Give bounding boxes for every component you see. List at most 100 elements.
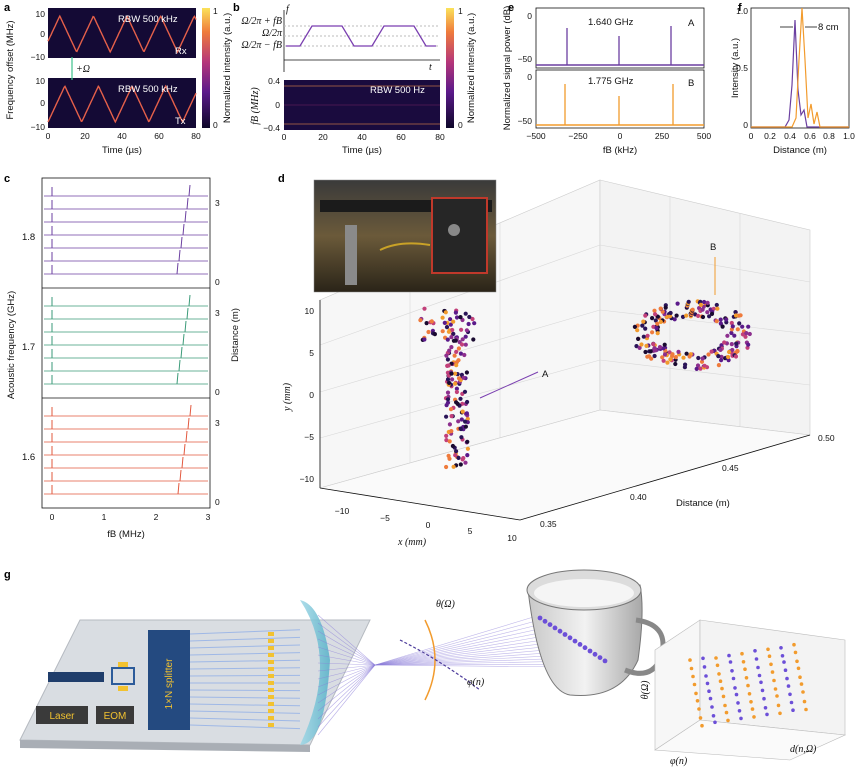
d-point-b bbox=[661, 358, 666, 363]
g-beam-in bbox=[317, 664, 376, 720]
d-point-a bbox=[429, 319, 434, 324]
d-point-a bbox=[445, 377, 451, 382]
b-level-2: Ω/2π − fB bbox=[241, 40, 282, 51]
g-inset-point bbox=[721, 694, 726, 699]
g-inset-point bbox=[698, 716, 703, 720]
g-waveguide-tap bbox=[268, 667, 274, 671]
g-inset-point bbox=[688, 658, 692, 662]
g-inset-point bbox=[700, 723, 704, 728]
d-point-b bbox=[643, 349, 648, 355]
d-point-b bbox=[729, 342, 734, 347]
d-point-a bbox=[464, 328, 469, 333]
g-inset-point bbox=[730, 669, 734, 673]
d-point-a bbox=[449, 414, 454, 419]
g-inset-point bbox=[767, 654, 772, 658]
d-point-a bbox=[454, 363, 459, 368]
g-laser-box bbox=[36, 706, 88, 724]
g-inset-point bbox=[799, 682, 804, 686]
g-beam-in bbox=[317, 664, 376, 712]
b-t-label: t bbox=[429, 62, 432, 73]
d-point-a bbox=[432, 332, 437, 337]
d-label-a: A bbox=[542, 369, 549, 380]
g-waveguide bbox=[189, 659, 301, 663]
d-point-cloud-a bbox=[418, 306, 477, 470]
g-spot bbox=[562, 632, 568, 637]
d-point-a bbox=[445, 390, 451, 395]
d-point-a bbox=[464, 370, 469, 375]
c-trace-echo-peak bbox=[182, 333, 185, 346]
ytick-a-top-0: 0 bbox=[40, 29, 45, 39]
g-eom-box bbox=[96, 706, 134, 724]
e-freq-a: 1.640 GHz bbox=[588, 17, 634, 28]
d-point-a bbox=[462, 352, 467, 358]
g-inset-point bbox=[757, 673, 762, 678]
d-point-a bbox=[454, 315, 460, 320]
g-spot bbox=[537, 615, 543, 621]
d-point-a bbox=[467, 314, 472, 320]
g-splitter-label: 1×N splitter bbox=[164, 658, 175, 710]
d-ztick-3: 0.50 bbox=[818, 433, 835, 443]
d-point-b bbox=[746, 324, 751, 329]
g-inset-point bbox=[691, 674, 695, 679]
d-point-b bbox=[661, 346, 666, 351]
g-eom-electrode-top bbox=[118, 662, 128, 667]
d-point-a bbox=[444, 353, 449, 358]
d-point-b bbox=[733, 354, 739, 359]
g-waveguide-tap bbox=[268, 674, 274, 678]
d-point-a bbox=[463, 334, 468, 339]
d-point-b bbox=[686, 299, 691, 304]
c-rtick-1-3: 3 bbox=[215, 198, 220, 208]
c-rtick-3-0: 0 bbox=[215, 497, 220, 507]
d-point-b bbox=[733, 310, 738, 315]
d-point-a bbox=[460, 457, 465, 462]
d-point-b bbox=[727, 349, 732, 355]
b-ytick-1: 0 bbox=[275, 100, 280, 110]
xtick-a-80: 80 bbox=[191, 131, 201, 141]
b-xlabel: Time (µs) bbox=[342, 145, 382, 156]
g-beam-in bbox=[317, 664, 376, 736]
f-xtick-5: 1.0 bbox=[843, 131, 855, 141]
d-point-b bbox=[744, 331, 749, 336]
d-point-a bbox=[447, 456, 452, 461]
g-inset-point bbox=[786, 684, 791, 688]
g-beam-in bbox=[317, 646, 376, 666]
d-point-b bbox=[724, 317, 729, 322]
g-spot bbox=[587, 648, 593, 654]
g-waveguide bbox=[189, 674, 301, 677]
chirp-trace-rx bbox=[47, 14, 197, 54]
panel-a-ylabel: Frequency offset (MHz) bbox=[5, 20, 16, 119]
c-trace-echo-peak bbox=[181, 456, 184, 469]
c-rtick-3-3: 3 bbox=[215, 418, 220, 428]
panel-c-label: c bbox=[4, 173, 10, 185]
d-point-b bbox=[716, 363, 722, 368]
d-point-b bbox=[636, 336, 641, 341]
d-point-b bbox=[714, 319, 719, 324]
d-x-axis bbox=[319, 487, 521, 521]
g-inset-point bbox=[778, 711, 782, 716]
d-point-b bbox=[719, 358, 724, 363]
e-xtick-2: 0 bbox=[618, 131, 623, 141]
e-label-b: B bbox=[688, 78, 694, 89]
g-inset-point bbox=[739, 716, 743, 721]
g-inset-point bbox=[791, 708, 795, 712]
d-point-a bbox=[449, 335, 454, 340]
d-point-b bbox=[668, 314, 673, 319]
c-trace-echo-peak bbox=[187, 417, 190, 430]
d-point-a bbox=[458, 426, 463, 431]
d-point-a bbox=[459, 327, 464, 332]
d-xtick-0: −10 bbox=[335, 506, 350, 516]
g-inset-point bbox=[740, 651, 744, 656]
d-ztick-0: 0.35 bbox=[540, 519, 557, 529]
d-point-b bbox=[702, 299, 707, 305]
d-point-b bbox=[734, 341, 739, 346]
d-point-b bbox=[695, 363, 701, 368]
e-xtick-1: −250 bbox=[568, 131, 587, 141]
b-xtick-2: 40 bbox=[357, 132, 367, 142]
d-point-b bbox=[641, 319, 646, 324]
d-ztick-2: 0.45 bbox=[722, 463, 739, 473]
panel-e: e 1.640 GHz 1.775 GHz A B 0 −50 0 −50 −5… bbox=[502, 2, 711, 156]
d-point-a bbox=[447, 380, 452, 385]
g-inset-point bbox=[801, 690, 805, 694]
g-inset-point bbox=[697, 707, 701, 711]
d-point-b bbox=[718, 347, 723, 352]
